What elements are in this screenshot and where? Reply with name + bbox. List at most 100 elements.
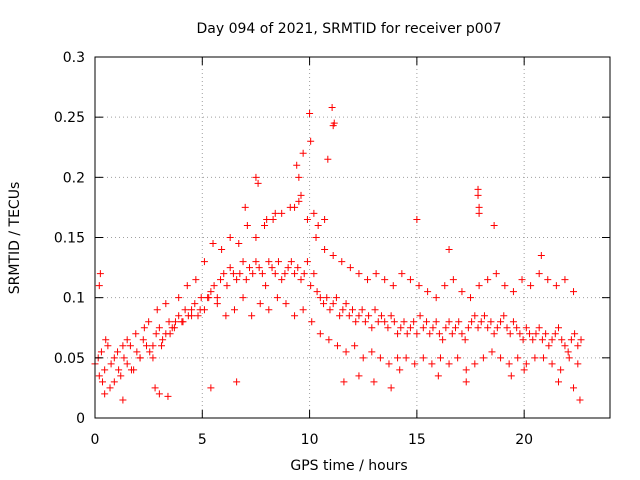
data-point	[372, 270, 380, 278]
data-point	[127, 366, 135, 374]
data-point	[501, 282, 509, 290]
data-point	[426, 330, 434, 338]
data-point	[542, 330, 550, 338]
data-point	[205, 294, 213, 302]
data-point	[278, 276, 286, 284]
data-point	[454, 354, 462, 362]
data-point	[374, 318, 382, 326]
data-point	[256, 300, 264, 308]
data-point	[110, 354, 118, 362]
data-point	[220, 270, 228, 278]
x-tick-label: 20	[515, 432, 533, 448]
data-point	[428, 360, 436, 368]
data-point	[271, 209, 279, 217]
data-point	[249, 270, 257, 278]
data-point	[558, 336, 566, 344]
data-point	[555, 324, 562, 332]
data-point	[381, 318, 389, 326]
data-point	[166, 330, 174, 338]
data-point	[467, 294, 475, 302]
y-tick-label: 0.2	[63, 170, 85, 186]
data-point	[323, 294, 331, 302]
data-point	[252, 173, 260, 181]
data-point	[210, 282, 218, 290]
data-point	[313, 288, 321, 296]
data-point	[411, 360, 419, 368]
data-point	[110, 378, 118, 386]
data-point	[159, 336, 167, 344]
data-point	[475, 282, 483, 290]
data-point	[484, 324, 492, 332]
data-point	[398, 270, 406, 278]
plot-area-border	[94, 56, 611, 419]
data-point	[284, 264, 292, 272]
data-point	[429, 324, 437, 332]
data-point	[468, 318, 476, 326]
data-point	[155, 324, 163, 332]
data-point	[474, 324, 482, 332]
data-point	[274, 258, 282, 266]
data-point	[449, 276, 457, 284]
data-point	[435, 330, 443, 338]
data-point	[175, 294, 183, 302]
data-point	[507, 372, 515, 380]
data-point	[441, 282, 449, 290]
data-point	[339, 306, 347, 314]
data-point	[474, 185, 482, 193]
data-point	[330, 119, 338, 127]
data-point	[493, 324, 501, 332]
data-point	[140, 324, 148, 332]
data-point	[384, 324, 392, 332]
data-point	[570, 384, 578, 392]
data-point	[537, 252, 545, 260]
data-point	[475, 203, 483, 211]
data-point	[387, 384, 395, 392]
data-point	[479, 354, 487, 362]
data-point	[143, 342, 150, 350]
data-point	[226, 264, 234, 272]
data-point	[471, 312, 479, 320]
data-point	[355, 270, 363, 278]
data-point	[99, 378, 107, 386]
data-point	[531, 354, 539, 362]
x-axis-label: GPS time / hours	[290, 458, 407, 474]
data-point	[233, 378, 241, 386]
data-point	[312, 234, 320, 241]
data-point	[544, 276, 552, 284]
data-point	[413, 330, 421, 338]
data-point	[158, 342, 166, 350]
data-point	[325, 336, 333, 344]
data-point	[306, 110, 314, 118]
data-point	[207, 288, 215, 296]
data-point	[273, 294, 281, 302]
data-point	[394, 330, 402, 338]
data-point	[505, 360, 513, 368]
data-point	[342, 348, 350, 356]
data-point	[406, 324, 414, 332]
data-point	[294, 264, 302, 272]
data-point	[120, 354, 128, 362]
data-point	[376, 354, 384, 362]
data-point	[200, 258, 208, 266]
data-point	[316, 294, 324, 302]
data-point	[368, 324, 376, 332]
data-point	[123, 360, 131, 368]
data-point	[293, 161, 301, 169]
data-point	[577, 336, 585, 344]
data-point	[114, 348, 122, 356]
data-point	[509, 318, 517, 326]
data-point	[338, 258, 346, 266]
data-point	[432, 318, 440, 326]
data-point	[326, 306, 334, 314]
data-point	[455, 318, 463, 326]
data-point	[497, 354, 505, 362]
data-point	[226, 234, 234, 241]
data-point	[394, 354, 402, 362]
data-point	[419, 354, 427, 362]
data-point	[126, 342, 134, 350]
data-point	[181, 306, 189, 314]
data-point	[548, 360, 556, 368]
data-point	[552, 282, 560, 290]
data-point	[500, 312, 508, 320]
data-point	[522, 360, 530, 368]
